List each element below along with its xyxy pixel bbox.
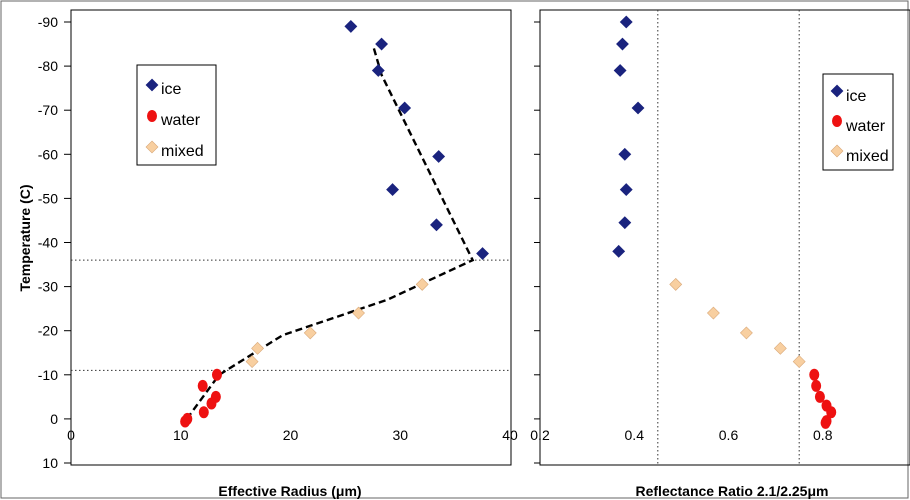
- right-mixed-point-4: [792, 355, 806, 368]
- left-ice-point-2: [371, 64, 385, 77]
- right-x-tick-labels: 0.2 0.4 0.6 0.8: [530, 427, 832, 443]
- left-ice-point-3: [398, 101, 412, 115]
- right-water-point-2: [814, 390, 825, 403]
- right-mixed-point-1: [706, 306, 720, 320]
- right-water-point-4: [826, 406, 837, 419]
- right-water-point-0: [809, 368, 820, 381]
- right-mixed-point-2: [739, 326, 753, 340]
- right-reference-lines: [657, 10, 800, 465]
- left-ice-point-4: [432, 150, 446, 163]
- right-x-tick-label: 0.2: [530, 427, 550, 443]
- right-water-point-6: [820, 416, 831, 429]
- right-mixed-point-3: [773, 341, 787, 355]
- right-ice-point-5: [619, 183, 633, 197]
- left-x-axis-label: Effective Radius (μm): [218, 483, 361, 499]
- right-legend-marker-ice: [830, 84, 844, 98]
- right-x-tick-label: 0.8: [813, 427, 833, 443]
- left-x-tick-label: 0: [67, 427, 75, 443]
- left-legend-label-water: water: [160, 112, 201, 129]
- left-y-tick-label: -70: [38, 102, 58, 118]
- right-ice-point-2: [613, 64, 627, 77]
- left-water-point-0: [211, 368, 222, 381]
- right-ice-point-4: [618, 147, 632, 161]
- right-ice-point-0: [619, 15, 633, 29]
- left-x-tick-labels: 0 10 20 30 40: [67, 427, 518, 443]
- left-y-tick-label: -90: [38, 14, 58, 30]
- right-ice-point-6: [618, 216, 632, 230]
- left-y-tick-label: -10: [38, 367, 58, 383]
- left-y-tick-labels: -90 -80 -70 -60 -50 -40 -30 -20 -10 0 10: [38, 14, 71, 471]
- left-legend-marker-mixed: [145, 140, 159, 154]
- left-water-point-6: [180, 415, 191, 428]
- left-water-point-3: [206, 397, 217, 410]
- left-y-tick-label: -30: [38, 279, 58, 295]
- right-y-ticks: [534, 21, 540, 464]
- right-ice-point-7: [612, 244, 626, 258]
- left-ice-point-6: [430, 218, 443, 232]
- left-legend-label-mixed: mixed: [161, 143, 204, 160]
- left-mixed-point-0: [245, 355, 259, 368]
- right-legend-entries: ice water mixed: [830, 84, 889, 165]
- right-x-tick-label: 0.6: [719, 427, 739, 443]
- left-y-tick-label: -40: [38, 235, 58, 251]
- left-y-tick-label: -80: [38, 58, 58, 74]
- left-y-tick-label: 0: [50, 411, 58, 427]
- right-x-tick-label: 0.4: [625, 427, 645, 443]
- left-mixed-point-4: [415, 277, 429, 291]
- left-ice-point-7: [476, 247, 489, 260]
- left-x-tick-label: 20: [283, 427, 299, 443]
- left-x-tick-label: 40: [502, 427, 518, 443]
- right-legend-marker-water: [832, 115, 842, 127]
- left-fit-line-group: [187, 48, 475, 418]
- left-water-point-4: [198, 406, 209, 419]
- right-legend-label-ice: ice: [846, 88, 867, 105]
- left-mixed-point-3: [352, 306, 365, 320]
- left-legend-marker-ice: [145, 78, 159, 92]
- left-mixed-point-2: [303, 326, 317, 340]
- left-mixed-point-1: [251, 341, 264, 355]
- left-y-tick-label: -60: [38, 146, 58, 162]
- right-points: [612, 15, 837, 429]
- left-legend-entries: ice water mixed: [145, 78, 204, 160]
- left-fit-line: [187, 48, 475, 418]
- left-y-tick-label: 10: [42, 455, 58, 471]
- right-water-point-1: [811, 379, 822, 392]
- left-y-axis-label: Temperature (C): [17, 184, 33, 291]
- left-x-tick-label: 10: [173, 427, 189, 443]
- right-legend-label-mixed: mixed: [846, 148, 889, 165]
- left-ice-point-1: [375, 37, 389, 51]
- right-ice-point-1: [616, 37, 629, 51]
- left-points: [180, 19, 489, 428]
- left-plot-frame: [70, 9, 512, 466]
- left-x-tick-label: 30: [392, 427, 408, 443]
- right-x-axis-label: Reflectance Ratio 2.1/2.25μm: [636, 483, 829, 499]
- left-legend-label-ice: ice: [161, 81, 182, 98]
- left-y-tick-label: -50: [38, 190, 58, 206]
- right-mixed-point-0: [669, 277, 683, 291]
- left-ice-point-0: [344, 19, 358, 33]
- left-legend-marker-water: [147, 110, 157, 122]
- left-reference-lines: [71, 259, 511, 371]
- left-y-tick-label: -20: [38, 323, 58, 339]
- left-water-point-1: [197, 379, 208, 392]
- right-legend-marker-mixed: [830, 144, 844, 158]
- right-ice-point-3: [631, 101, 645, 115]
- right-plot-frame: [539, 9, 910, 466]
- right-legend-label-water: water: [845, 118, 886, 135]
- left-ice-point-5: [386, 183, 399, 197]
